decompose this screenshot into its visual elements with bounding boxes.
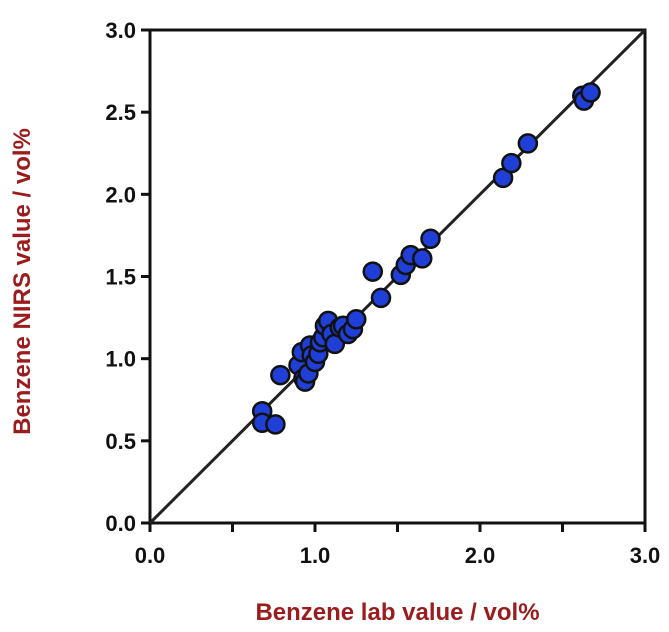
y-tick-label: 1.0 bbox=[105, 347, 136, 372]
data-point bbox=[346, 308, 367, 330]
y-tick-label: 1.5 bbox=[105, 265, 136, 290]
y-tick-label: 2.5 bbox=[105, 100, 136, 125]
x-tick-label: 1.0 bbox=[300, 543, 331, 568]
x-axis-title: Benzene lab value / vol% bbox=[255, 599, 539, 626]
data-point bbox=[517, 133, 539, 154]
labels-layer: Benzene lab value / vol% Benzene NIRS va… bbox=[9, 18, 660, 626]
data-points-layer bbox=[251, 82, 601, 435]
y-tick-label: 0.5 bbox=[105, 429, 136, 454]
y-tick-label: 3.0 bbox=[105, 18, 136, 43]
axes-layer bbox=[141, 28, 647, 532]
y-axis-title: Benzene NIRS value / vol% bbox=[9, 128, 36, 435]
data-point bbox=[270, 364, 291, 386]
y-tick-label: 0.0 bbox=[105, 511, 136, 536]
data-point bbox=[420, 228, 441, 249]
data-point bbox=[501, 152, 522, 174]
data-point bbox=[580, 82, 601, 103]
y-tick-label: 2.0 bbox=[105, 182, 136, 207]
data-point bbox=[362, 261, 383, 282]
data-point bbox=[370, 287, 392, 309]
data-point bbox=[265, 414, 286, 435]
x-tick-label: 3.0 bbox=[630, 543, 661, 568]
x-tick-label: 0.0 bbox=[135, 543, 166, 568]
x-tick-label: 2.0 bbox=[465, 543, 496, 568]
data-point bbox=[412, 248, 433, 269]
